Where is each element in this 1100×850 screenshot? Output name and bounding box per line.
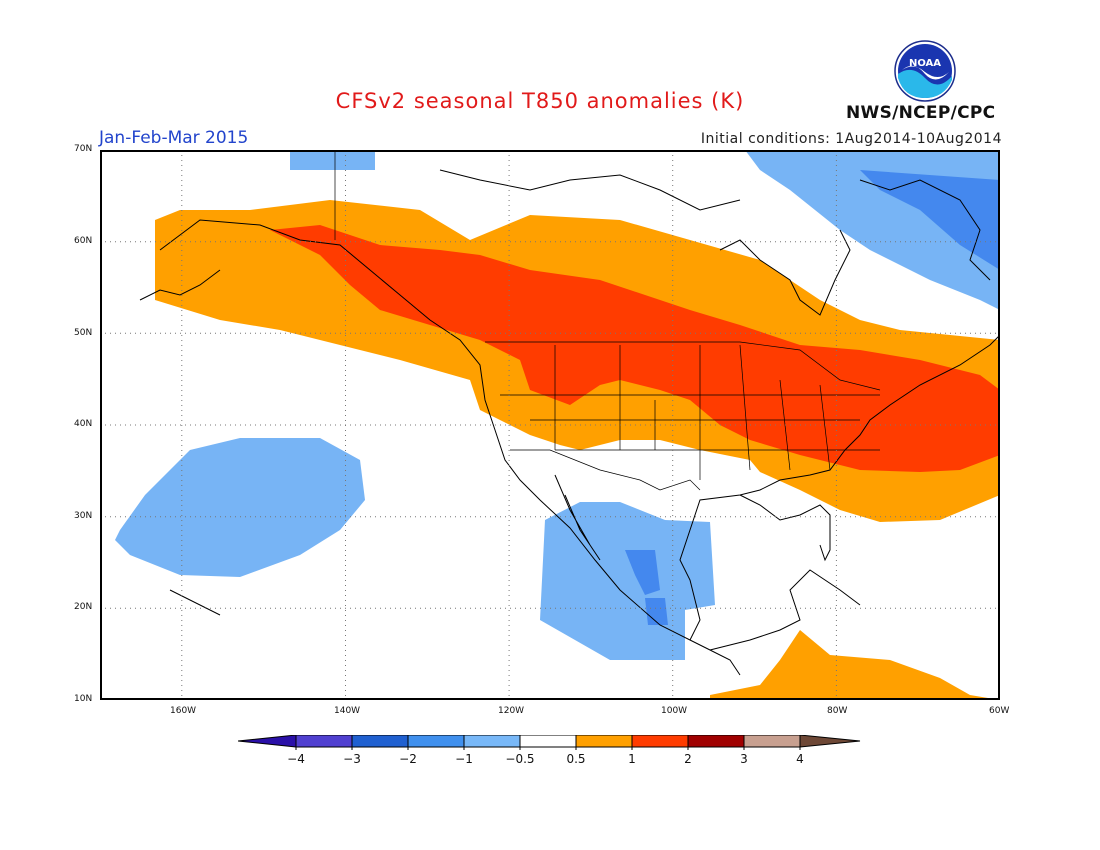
colorbar-label-5: 0.5 <box>566 752 586 766</box>
mexico-cold-anomaly <box>540 502 715 660</box>
arctic-cold-patch <box>290 150 375 170</box>
colorbar-seg-9 <box>744 735 800 747</box>
colorbar-seg-8 <box>688 735 744 747</box>
logo-text: NOAA <box>909 58 941 69</box>
colorbar-seg-6 <box>576 735 632 747</box>
colorbar-label-7: 2 <box>684 752 692 766</box>
lat-label-70n: 70N <box>74 144 93 154</box>
pacific-cold-anomaly <box>115 438 365 577</box>
coastlines <box>139 169 1000 676</box>
graticule <box>100 150 1000 700</box>
boundaries <box>334 150 881 491</box>
colorbar-seg-5 <box>520 735 576 747</box>
colorbar-label-6: 1 <box>628 752 636 766</box>
lon-label-80w: 80W <box>827 706 848 716</box>
agency-label: NWS/NCEP/CPC <box>846 103 996 123</box>
colorbar-label-8: 3 <box>740 752 748 766</box>
colorbar-seg-0 <box>238 735 296 747</box>
colorbar-seg-7 <box>632 735 688 747</box>
lon-label-120w: 120W <box>498 706 525 716</box>
atlantic-cold-core <box>860 170 1000 270</box>
colorbar-seg-4 <box>464 735 520 747</box>
lat-label-40n: 40N <box>74 419 93 429</box>
central-america-warm <box>710 630 1000 700</box>
initial-conditions-label: Initial conditions: 1Aug2014-10Aug2014 <box>700 131 1002 147</box>
colorbar-label-4: −0.5 <box>505 752 535 766</box>
lat-label-10n: 10N <box>74 694 93 704</box>
lon-label-100w: 100W <box>661 706 688 716</box>
lon-label-160w: 160W <box>170 706 197 716</box>
colorbar <box>238 735 861 750</box>
mexico-cold-core <box>625 550 660 595</box>
negative-anomaly-regions <box>115 150 1000 660</box>
colorbar-seg-2 <box>352 735 408 747</box>
colorbar-seg-1 <box>296 735 352 747</box>
lat-label-60n: 60N <box>74 236 93 246</box>
mexico-cold-core-2 <box>645 598 668 625</box>
map-title: CFSv2 seasonal T850 anomalies (K) <box>335 89 745 113</box>
colorbar-label-3: −1 <box>455 752 473 766</box>
positive-anomaly-regions <box>155 200 1000 700</box>
colorbar-seg-10 <box>800 735 860 747</box>
colorbar-label-1: −3 <box>343 752 361 766</box>
lat-label-30n: 30N <box>74 511 93 521</box>
lat-label-20n: 20N <box>74 602 93 612</box>
lon-label-140w: 140W <box>334 706 361 716</box>
noaa-logo: NOAA <box>894 40 956 102</box>
period-label: Jan-Feb-Mar 2015 <box>99 128 249 148</box>
warm-anomaly-strong <box>270 225 1000 472</box>
colorbar-label-9: 4 <box>796 752 804 766</box>
lon-label-60w: 60W <box>989 706 1010 716</box>
colorbar-label-2: −2 <box>399 752 417 766</box>
map-frame <box>100 150 1000 700</box>
lat-label-50n: 50N <box>74 328 93 338</box>
colorbar-label-0: −4 <box>287 752 305 766</box>
anomaly-map <box>100 150 1000 700</box>
colorbar-seg-3 <box>408 735 464 747</box>
